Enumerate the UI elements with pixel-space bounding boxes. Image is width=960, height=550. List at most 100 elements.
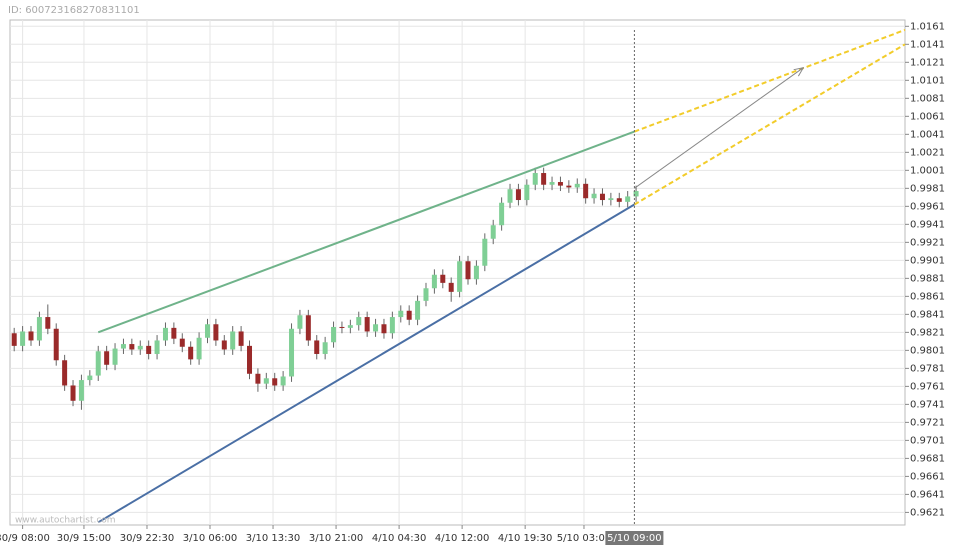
marks — [11, 28, 906, 525]
candle-body — [204, 324, 210, 338]
candle-body — [457, 261, 463, 292]
y-tick-label: 1.0141 — [910, 39, 945, 50]
y-tick-label: 0.9661 — [910, 471, 945, 482]
candle-body — [608, 198, 614, 201]
y-tick-label: 0.9721 — [910, 417, 945, 428]
candle-body — [36, 317, 42, 341]
y-tick-label: 0.9741 — [910, 399, 945, 410]
candle-body — [188, 346, 194, 360]
candle-body — [364, 317, 370, 332]
candle-body — [230, 331, 236, 350]
current-time-box — [605, 531, 664, 545]
trend-line — [634, 28, 906, 133]
chart-id: ID: 600723168270831101 — [8, 5, 140, 16]
candle-body — [465, 261, 471, 280]
candle-body — [524, 184, 530, 201]
grid — [10, 20, 909, 529]
y-tick-label: 1.0121 — [910, 57, 945, 68]
trend-line — [97, 203, 635, 524]
candle-body — [339, 326, 345, 328]
y-tick-label: 0.9761 — [910, 381, 945, 392]
candle-body — [557, 182, 563, 186]
y-tick-label: 1.0081 — [910, 93, 945, 104]
candle-body — [129, 344, 135, 350]
candle-body — [499, 202, 505, 226]
y-tick-label: 1.0101 — [910, 75, 945, 86]
y-tick-label: 0.9841 — [910, 309, 945, 320]
x-tick-label: 30/9 15:00 — [57, 533, 111, 544]
y-tick-label: 0.9621 — [910, 507, 945, 518]
candle-body — [213, 324, 219, 341]
y-tick-label: 0.9781 — [910, 363, 945, 374]
candle-body — [490, 225, 496, 239]
candle-body — [633, 191, 639, 197]
candle-body — [373, 324, 379, 332]
watermark: www.autochartist.com — [15, 516, 116, 526]
y-tick-label: 0.9941 — [910, 219, 945, 230]
candle-body — [120, 344, 126, 349]
labels: 1.0161 1.0141 1.0121 1.0101 1.0081 1.0061 1.00… — [0, 21, 945, 545]
candle-body — [314, 340, 320, 354]
candle-body — [599, 193, 605, 201]
candle-body — [263, 378, 269, 384]
candle-body — [280, 376, 286, 386]
candle-body — [532, 173, 538, 185]
candle-body — [272, 378, 278, 386]
candle-body — [625, 196, 631, 202]
current-time-label: 5/10 09:00 — [607, 533, 661, 544]
candle-body — [28, 331, 34, 341]
x-tick-label: 3/10 21:00 — [309, 533, 363, 544]
x-tick-label: 3/10 06:00 — [183, 533, 237, 544]
x-tick-label: 30/9 08:00 — [0, 533, 50, 544]
candle-body — [381, 324, 387, 334]
candle-body — [356, 317, 362, 326]
candle-body — [53, 328, 59, 361]
candle-body — [574, 183, 580, 188]
candle-body — [95, 351, 101, 376]
x-tick-label: 4/10 04:30 — [372, 533, 426, 544]
y-tick-label: 1.0041 — [910, 129, 945, 140]
y-tick-label: 0.9701 — [910, 435, 945, 446]
y-tick-label: 0.9861 — [910, 291, 945, 302]
candle-body — [583, 183, 589, 199]
candle-body — [423, 288, 429, 301]
y-tick-label: 0.9801 — [910, 345, 945, 356]
x-tick-label: 4/10 19:30 — [498, 533, 552, 544]
y-tick-label: 0.9681 — [910, 453, 945, 464]
candle-body — [473, 265, 479, 280]
candle-body — [515, 189, 521, 201]
candle-body — [549, 182, 555, 185]
candle-body — [196, 337, 202, 360]
y-tick-label: 1.0001 — [910, 165, 945, 176]
candle-body — [162, 327, 168, 341]
candle-body — [398, 310, 404, 318]
candle-body — [154, 340, 160, 354]
candle-body — [146, 345, 152, 354]
candle-body — [591, 193, 597, 199]
trend-line — [97, 130, 635, 334]
trend-line — [634, 68, 803, 189]
candle-body — [20, 331, 26, 346]
candle-body — [482, 238, 488, 266]
trend-line — [633, 43, 906, 206]
candle-body — [87, 375, 93, 381]
candle-body — [440, 274, 446, 283]
y-tick-label: 1.0061 — [910, 111, 945, 122]
y-tick-label: 1.0021 — [910, 147, 945, 158]
candle-body — [616, 198, 622, 202]
candle-body — [431, 274, 437, 289]
candle-body — [45, 317, 51, 329]
x-tick-label: 5/10 03:00 — [557, 533, 611, 544]
x-tick-label: 3/10 13:30 — [246, 533, 300, 544]
candle-body — [347, 325, 353, 328]
candle-body — [221, 340, 227, 350]
y-tick-label: 0.9961 — [910, 201, 945, 212]
candle-body — [255, 373, 261, 384]
x-tick-label: 30/9 22:30 — [120, 533, 174, 544]
candle-body — [171, 327, 177, 339]
y-tick-label: 0.9901 — [910, 255, 945, 266]
candle-body — [62, 360, 68, 386]
candle-body — [331, 326, 337, 343]
y-tick-label: 0.9641 — [910, 489, 945, 500]
candle-body — [137, 345, 143, 350]
